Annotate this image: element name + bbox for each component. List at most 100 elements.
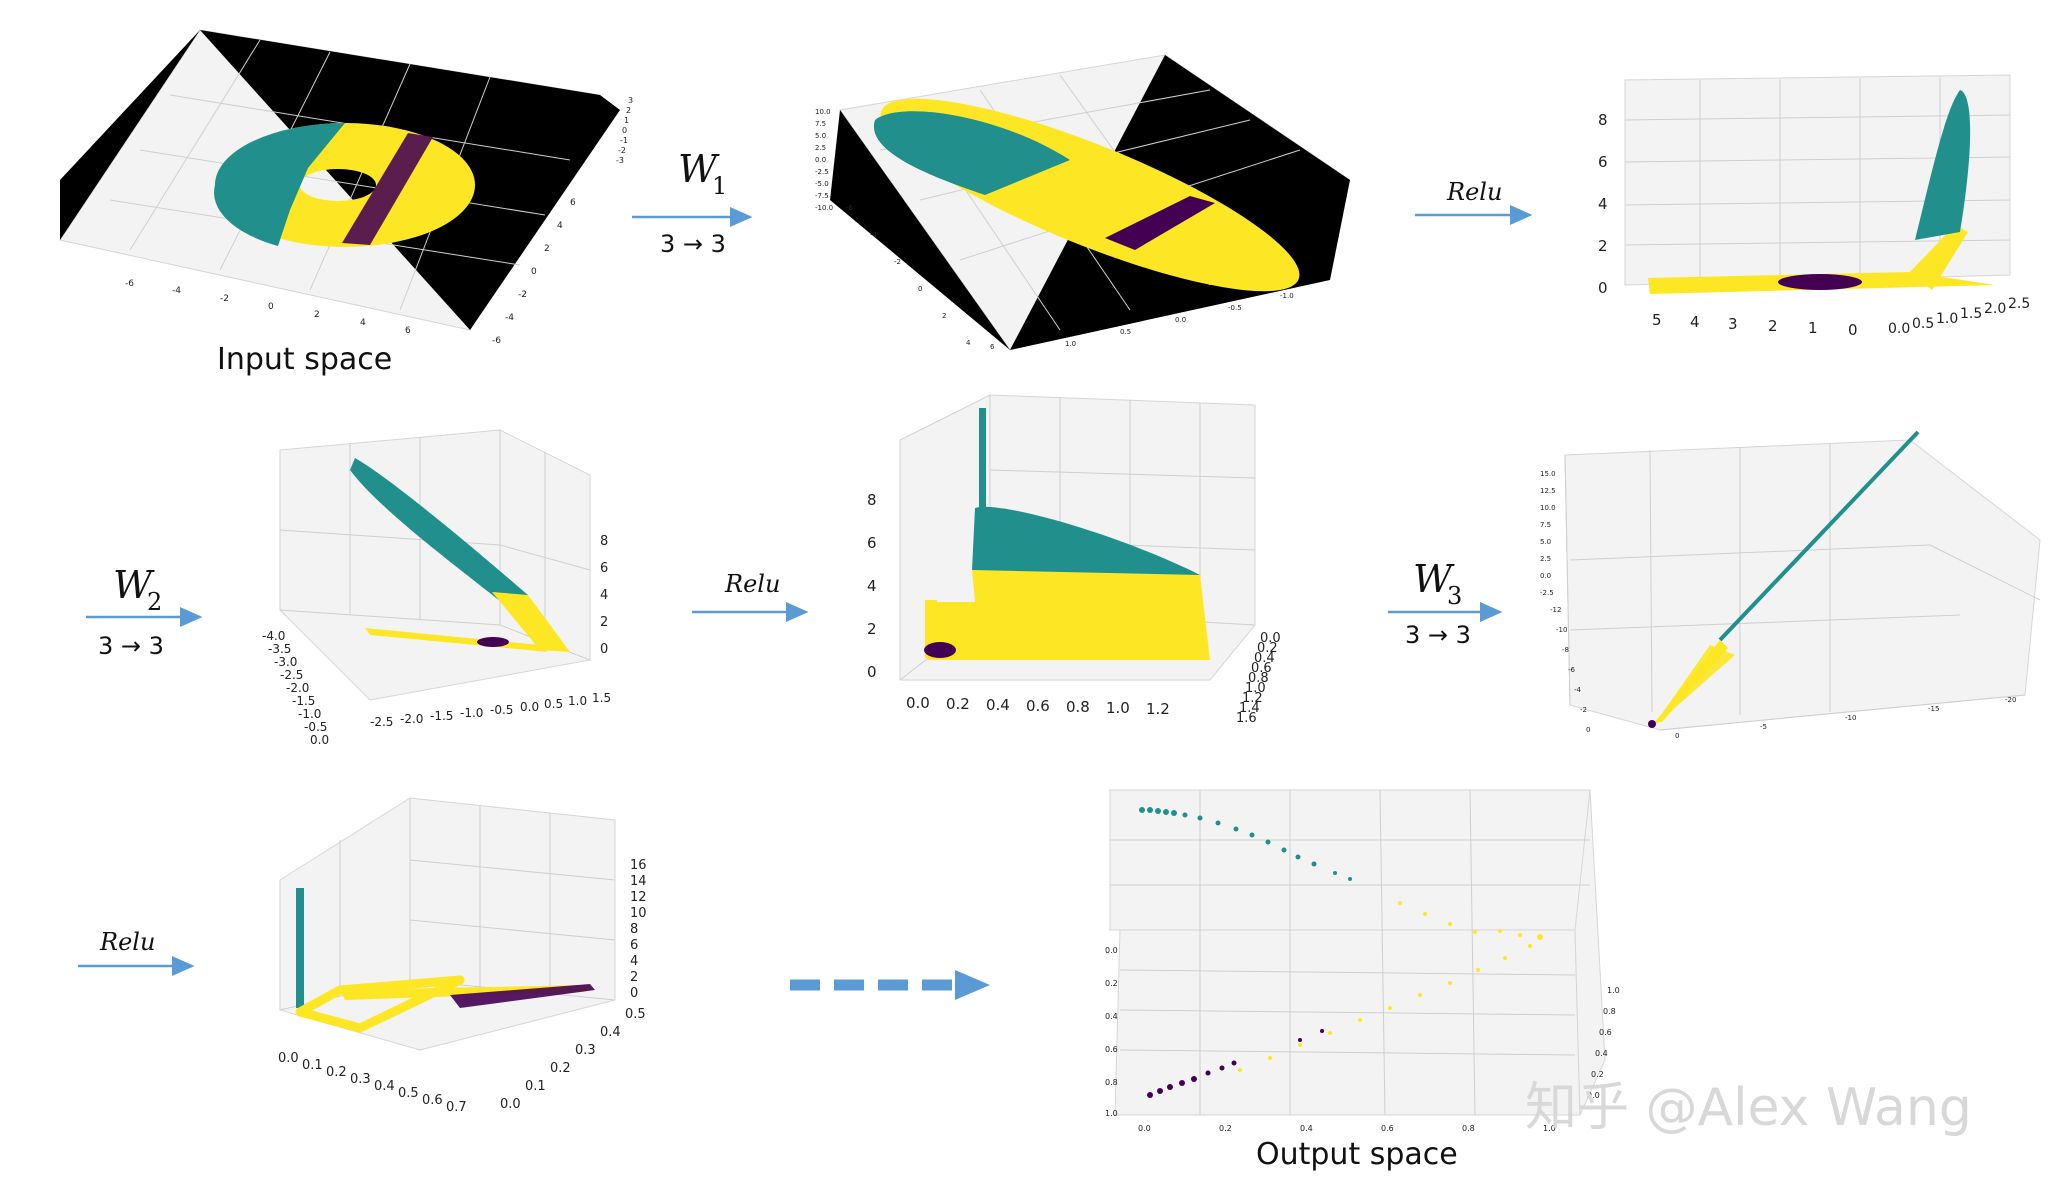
p1-xtick: 4 <box>360 318 366 328</box>
p8-left-tick: 0.8 <box>1105 1078 1118 1087</box>
p5-ytick: 0.2 <box>1257 641 1278 656</box>
p7-ztick: 10 <box>630 906 647 921</box>
w3-letter: W <box>1413 557 1455 601</box>
plot-8-right-wall <box>1574 789 1606 1116</box>
p4-xtick: -2.0 <box>400 712 423 726</box>
w3-subscript: 3 <box>1447 582 1462 610</box>
plot-3-ticks: 8 6 4 2 0 5 4 3 2 1 0 0.0 0.5 1.0 1.5 2.… <box>1598 111 2030 339</box>
plot-7-after-relu: 16 14 12 10 8 6 4 2 0 0.0 0.1 0.2 0.3 0.… <box>278 797 647 1115</box>
p4-ytick: -3.0 <box>274 655 297 669</box>
p7-xtick: 0.5 <box>398 1086 419 1101</box>
watermark: 知乎 @Alex Wang <box>1525 1078 1972 1138</box>
p7-ytick: 0.5 <box>625 1007 646 1022</box>
p8-left-tick: 0.6 <box>1105 1045 1118 1054</box>
p1-xtick: 2 <box>314 310 320 320</box>
plot-6-ticks: 15.0 12.5 10.0 7.5 5.0 2.5 0.0 -2.5 0 -5… <box>1540 470 2016 740</box>
p7-xtick: 0.7 <box>446 1100 467 1115</box>
p2-ytick: -4 <box>870 231 878 239</box>
p7-xtick: 0.1 <box>302 1058 323 1073</box>
w2-dims: 3 → 3 <box>98 632 164 660</box>
p1-ytick: 2 <box>544 244 550 254</box>
plot-2-after-w1: 10.0 7.5 5.0 2.5 0.0 -2.5 -5.0 -7.5 -10.… <box>815 54 1351 351</box>
p5-ytick: 1.6 <box>1236 711 1257 726</box>
plot-4-ticks: 8 6 4 2 0 -2.5 -2.0 -1.5 -1.0 -0.5 0.0 0… <box>262 534 611 747</box>
p4-xtick: -1.5 <box>430 709 453 723</box>
plot-4-after-w2: 8 6 4 2 0 -2.5 -2.0 -1.5 -1.0 -0.5 0.0 0… <box>262 429 611 747</box>
p4-ztick: 8 <box>600 534 608 549</box>
p4-xtick: -2.5 <box>370 715 393 729</box>
p6-xtick: -20 <box>2005 696 2016 704</box>
p5-ztick: 8 <box>867 491 877 509</box>
p2-ztick: 10.0 <box>815 108 831 116</box>
p7-xtick: 0.2 <box>326 1065 347 1080</box>
p6-ytick: -6 <box>1568 666 1576 674</box>
plot-4-box <box>279 429 591 701</box>
p8-xtick: 0.0 <box>1138 1124 1151 1133</box>
p8-left-tick: 0.2 <box>1105 979 1118 988</box>
p7-ztick: 8 <box>630 922 638 937</box>
p2-ytick: 4 <box>966 339 971 347</box>
plot-4-yellow-wedge <box>492 592 570 652</box>
plot-output-space: 0.0 0.2 0.4 0.6 0.8 1.0 0.0 0.2 0.4 0.6 … <box>1105 789 1620 1172</box>
p7-ztick: 2 <box>630 970 638 985</box>
p5-xtick: 0.8 <box>1066 698 1090 716</box>
p6-ztick: 12.5 <box>1540 487 1556 495</box>
w2-subscript: 2 <box>147 588 162 616</box>
p7-ztick: 14 <box>630 874 647 889</box>
p2-ytick: 6 <box>990 343 995 351</box>
p8-right-tick: 0.2 <box>1591 1070 1604 1079</box>
plot-6-purple-cluster <box>1648 720 1656 728</box>
p6-ytick: -12 <box>1550 606 1561 614</box>
p5-xtick: 1.2 <box>1146 700 1170 718</box>
p3-xtick: 4 <box>1690 313 1700 331</box>
p2-ztick: 5.0 <box>815 132 826 140</box>
plot-8-purple-points <box>1147 1029 1324 1098</box>
plot-8-floor <box>1114 929 1581 1116</box>
p1-xtick: 0 <box>268 302 274 312</box>
plot-7-teal-column <box>296 888 304 1008</box>
p5-ytick: 0.4 <box>1254 651 1275 666</box>
plot-8-top-wall <box>1109 789 1591 931</box>
p3-ztick: 8 <box>1598 111 1608 129</box>
p3-xtick: 5 <box>1652 311 1662 329</box>
p2-ztick: -7.5 <box>815 192 829 200</box>
p8-xtick: 0.6 <box>1381 1124 1394 1133</box>
p7-ytick: 0.2 <box>550 1061 571 1076</box>
p8-xtick: 0.4 <box>1300 1124 1313 1133</box>
p2-ztick: -2.5 <box>815 168 829 176</box>
operator-w3: W 3 3 → 3 <box>1388 557 1503 649</box>
plot-2-purple-band <box>1105 196 1215 250</box>
p3-ytick: 1.5 <box>1960 306 1982 322</box>
p8-right-tick: 1.0 <box>1607 986 1620 995</box>
p8-right-tick: 0.6 <box>1599 1028 1612 1037</box>
plot-2-ticks: 10.0 7.5 5.0 2.5 0.0 -2.5 -5.0 -7.5 -10.… <box>815 108 1294 351</box>
p2-ztick: 7.5 <box>815 120 826 128</box>
plot-6-teal-line <box>1718 430 1920 642</box>
p4-ytick: -0.5 <box>304 720 327 734</box>
p5-ztick: 6 <box>867 534 877 552</box>
w1-dims: 3 → 3 <box>660 230 726 258</box>
plot-3-back <box>1624 74 2011 286</box>
plot-1-left-wall <box>60 30 200 240</box>
plot-6-box <box>1564 439 2041 731</box>
p5-xtick: 1.0 <box>1106 699 1130 717</box>
p1-xtick: -2 <box>220 294 229 304</box>
p3-ytick: 2.5 <box>2008 296 2030 312</box>
p4-ytick: -3.5 <box>268 642 291 656</box>
p1-ztick: 1 <box>624 116 629 125</box>
p3-ytick: 0.5 <box>1912 316 1934 332</box>
p6-xtick: 0 <box>1675 732 1679 740</box>
p2-ztick: 0.0 <box>815 156 826 164</box>
p7-ztick: 6 <box>630 938 638 953</box>
p4-xtick: -1.0 <box>460 706 483 720</box>
plot-1-box <box>59 29 620 331</box>
dashed-arrow-head <box>955 970 990 1000</box>
p3-xtick: 0 <box>1848 321 1858 339</box>
p6-ztick: 0.0 <box>1540 572 1551 580</box>
p3-ztick: 6 <box>1598 153 1608 171</box>
p7-xtick: 0.4 <box>374 1079 395 1094</box>
p2-ytick: -6 <box>846 204 854 212</box>
plot-5-after-relu: 8 6 4 2 0 0.0 0.2 0.4 0.6 0.8 1.0 1.2 0.… <box>867 394 1281 726</box>
p2-ztick: 2.5 <box>815 144 826 152</box>
p2-xtick: -1.0 <box>1280 292 1294 300</box>
